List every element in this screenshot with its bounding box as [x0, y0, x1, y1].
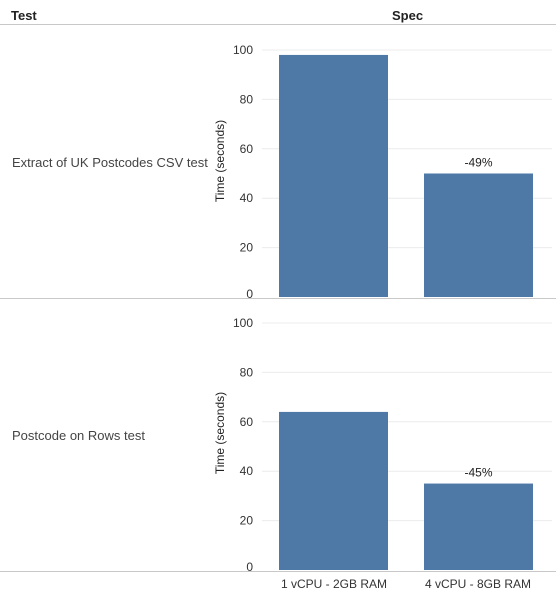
bar — [279, 54, 388, 297]
y-tick-label: 0 — [246, 560, 253, 574]
bar-annotation: -45% — [464, 466, 492, 480]
bar — [424, 173, 533, 297]
bar-annotation: -49% — [464, 156, 492, 170]
x-tick-label-1: 1 vCPU - 2GB RAM — [280, 577, 388, 591]
y-tick-label: 0 — [246, 287, 253, 301]
y-tick-label: 80 — [240, 92, 254, 106]
column-header-test: Test — [11, 8, 37, 23]
row-label-postcode-rows-test: Postcode on Rows test — [12, 428, 145, 443]
header-divider — [0, 24, 556, 25]
bar — [279, 411, 388, 570]
y-tick-label: 100 — [233, 316, 253, 330]
bottom-divider — [0, 571, 556, 572]
y-tick-label: 40 — [240, 464, 254, 478]
row-label-extract-test: Extract of UK Postcodes CSV test — [12, 155, 208, 170]
y-tick-label: 60 — [240, 142, 254, 156]
x-tick-label-2: 4 vCPU - 8GB RAM — [424, 577, 532, 591]
y-tick-label: 80 — [240, 365, 254, 379]
row-divider — [0, 298, 556, 299]
y-tick-label: 100 — [233, 43, 253, 57]
y-tick-label: 60 — [240, 415, 254, 429]
y-tick-label: 20 — [240, 514, 254, 528]
bar — [424, 483, 533, 570]
y-tick-label: 20 — [240, 241, 254, 255]
y-tick-label: 40 — [240, 191, 254, 205]
column-header-spec: Spec — [392, 8, 424, 23]
